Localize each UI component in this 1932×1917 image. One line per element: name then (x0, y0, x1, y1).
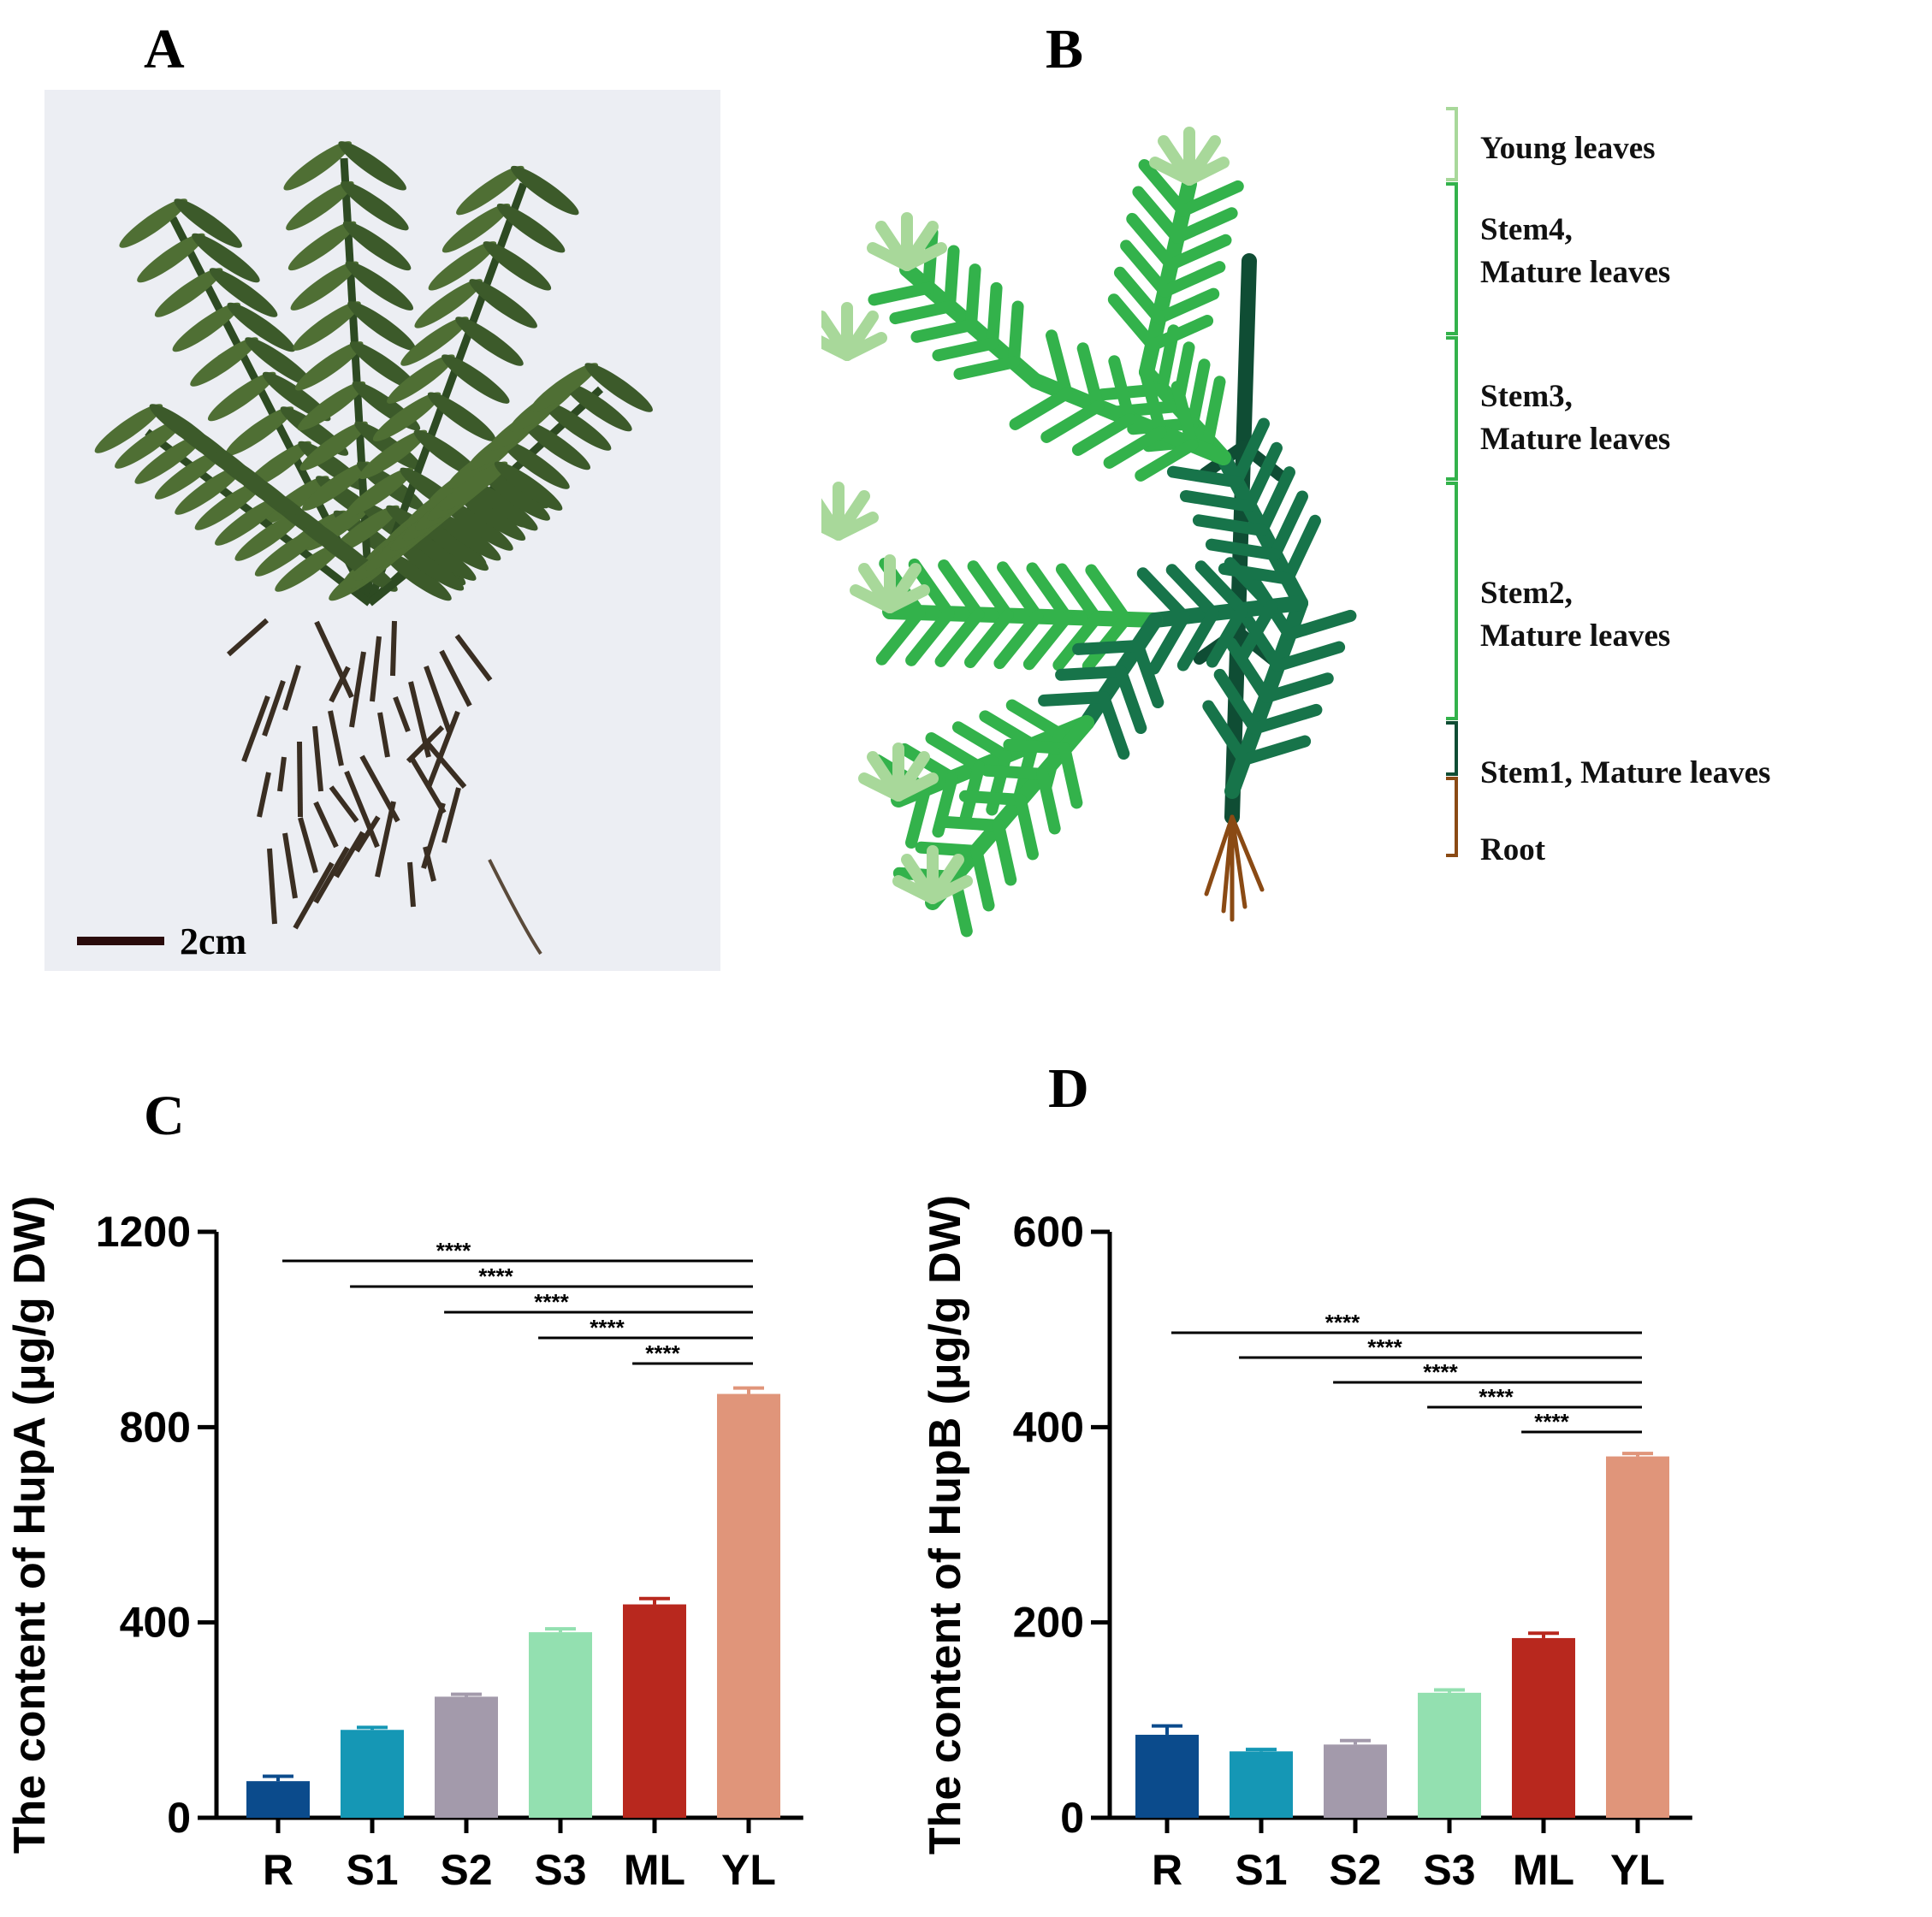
plant-foliage (94, 141, 653, 606)
y-tick-label: 1200 (96, 1208, 191, 1256)
y-tick-label: 200 (1013, 1599, 1084, 1647)
panel-label-b: B (1046, 18, 1084, 80)
bar-s3 (529, 1632, 592, 1818)
scale-bar-label: 2cm (180, 920, 246, 962)
stage-label: Mature leaves (1480, 422, 1670, 457)
plant-schematic (821, 127, 1357, 938)
significance-label: **** (1479, 1384, 1514, 1410)
plant-roots (227, 618, 542, 956)
stage-label: Stem2, (1480, 576, 1573, 611)
y-tick-label: 400 (1013, 1403, 1084, 1451)
x-tick-label: S1 (1235, 1846, 1287, 1894)
y-axis-title: The content of HupA (μg/g DW) (5, 1196, 55, 1854)
bar-r (246, 1781, 310, 1818)
bar-s3 (1418, 1692, 1481, 1818)
x-tick-label: S3 (534, 1846, 586, 1894)
stage-label: Root (1480, 832, 1546, 867)
y-tick-label: 0 (1060, 1794, 1084, 1842)
x-tick-label: YL (721, 1846, 776, 1894)
stage-brackets (1446, 107, 1458, 857)
bar-yl (717, 1393, 780, 1818)
bar-r (1135, 1734, 1199, 1818)
chart-hupb: The content of HupB (μg/g DW) 0 200 400 600 R… (921, 1195, 1692, 1894)
x-tick-label: S2 (440, 1846, 492, 1894)
panel-label-d: D (1048, 1057, 1089, 1120)
bar-s2 (435, 1696, 498, 1818)
y-tick-label: 400 (120, 1599, 191, 1647)
stage-label: Stem3, (1480, 379, 1573, 414)
x-tick-label: YL (1610, 1846, 1665, 1894)
significance-label: **** (645, 1340, 680, 1366)
bar-s1 (1230, 1751, 1293, 1818)
bar-ml (1512, 1637, 1575, 1818)
y-tick-label: 800 (120, 1403, 191, 1451)
plant-photo: 2cm (44, 90, 720, 971)
stage-label: Stem4, (1480, 212, 1573, 247)
x-tick-label: R (1152, 1846, 1182, 1894)
significance-label: **** (1325, 1310, 1360, 1335)
significance-label: **** (1367, 1334, 1402, 1360)
bar-s1 (341, 1730, 404, 1818)
stage-labels: Young leaves Stem4, Mature leaves Stem3, Mat… (1480, 131, 1770, 867)
panel-label-c: C (144, 1085, 185, 1147)
bar-yl (1606, 1456, 1669, 1818)
significance-label: **** (1423, 1359, 1458, 1385)
bar-ml (623, 1604, 686, 1818)
significance-label: **** (436, 1238, 471, 1263)
significance-label: **** (478, 1263, 513, 1289)
y-axis-title: The content of HupB (μg/g DW) (921, 1195, 970, 1855)
y-tick-label: 0 (167, 1794, 191, 1842)
stage-label: Young leaves (1480, 131, 1656, 166)
significance-label: **** (590, 1315, 625, 1340)
plant-diagram: Young leaves Stem4, Mature leaves Stem3, Mat… (821, 107, 1770, 938)
x-tick-label: S1 (346, 1846, 398, 1894)
bar-s2 (1324, 1744, 1387, 1818)
x-tick-label: S3 (1423, 1846, 1475, 1894)
y-tick-label: 600 (1013, 1208, 1084, 1256)
x-tick-label: R (263, 1846, 293, 1894)
panel-label-a: A (144, 18, 185, 80)
significance-label: **** (1534, 1409, 1569, 1435)
photo-background (44, 90, 720, 971)
x-tick-label: ML (1513, 1846, 1574, 1894)
x-tick-label: ML (624, 1846, 685, 1894)
significance-label: **** (534, 1289, 569, 1315)
stage-label: Mature leaves (1480, 255, 1670, 290)
x-tick-label: S2 (1329, 1846, 1381, 1894)
stage-label: Stem1, Mature leaves (1480, 755, 1770, 790)
chart-hupa: The content of HupA (μg/g DW) 0 400 800 1200… (5, 1196, 803, 1894)
stage-label: Mature leaves (1480, 618, 1670, 654)
